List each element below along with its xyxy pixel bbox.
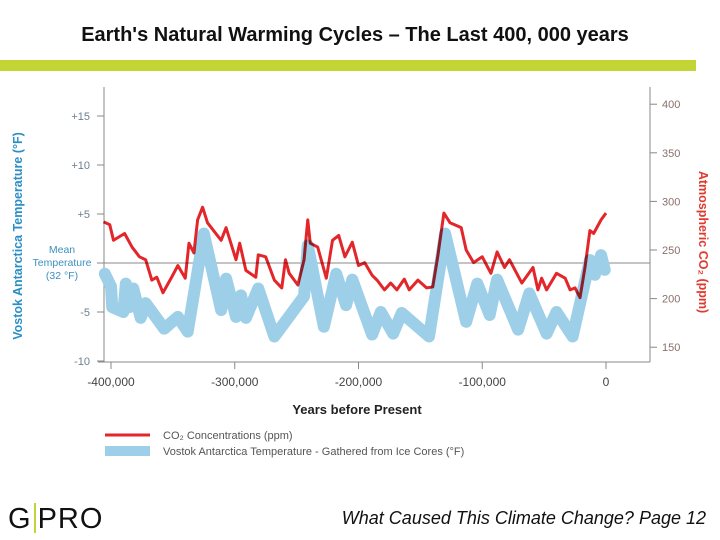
- x-tick-label: -300,000: [211, 375, 259, 389]
- right-tick-label: 350: [662, 148, 680, 160]
- logo-letter: G: [8, 503, 32, 535]
- accent-bar: [0, 60, 696, 71]
- left-tick-label: +15: [71, 111, 90, 123]
- x-tick-label: -100,000: [459, 375, 507, 389]
- right-tick-label: 200: [662, 294, 680, 306]
- x-axis-title: Years before Present: [292, 402, 422, 417]
- left-tick-label: -5: [80, 307, 90, 319]
- right-tick-label: 300: [662, 196, 680, 208]
- right-tick-label: 400: [662, 99, 680, 111]
- left-tick-label: -10: [74, 356, 90, 368]
- legend-co2-label: CO₂ Concentrations (ppm): [163, 430, 293, 442]
- right-axis-title: Atmospheric CO₂ (ppm): [696, 171, 710, 313]
- right-tick-label: 150: [662, 342, 680, 354]
- series-lines: [98, 205, 611, 343]
- gpro-logo: G PRO: [8, 503, 103, 536]
- legend-temp-label: Vostok Antarctica Temperature - Gathered…: [163, 446, 464, 458]
- mean-temperature-label: (32 °F): [46, 270, 78, 282]
- left-axis-title: Vostok Antarctica Temperature (°F): [11, 132, 25, 340]
- left-tick-label: +5: [77, 209, 90, 221]
- x-tick-label: 0: [603, 375, 610, 389]
- x-tick-label: -400,000: [87, 375, 135, 389]
- slide-title: Earth's Natural Warming Cycles – The Las…: [81, 24, 629, 46]
- mean-temperature-label: Temperature: [33, 257, 92, 269]
- x-tick-label: -200,000: [335, 375, 383, 389]
- logo-text: PRO: [37, 503, 104, 535]
- co2-series-line: [102, 205, 608, 300]
- axis-labels: Years before Present Vostok Antarctica T…: [11, 132, 710, 417]
- right-tick-label: 250: [662, 245, 680, 257]
- mean-temperature-label: Mean: [49, 244, 75, 256]
- left-tick-label: +10: [71, 160, 90, 172]
- footer-caption: What Caused This Climate Change? Page 12: [341, 508, 706, 528]
- logo-divider: [33, 503, 36, 533]
- legend-temp-swatch: [105, 446, 150, 456]
- legend: CO₂ Concentrations (ppm) Vostok Antarcti…: [105, 430, 464, 458]
